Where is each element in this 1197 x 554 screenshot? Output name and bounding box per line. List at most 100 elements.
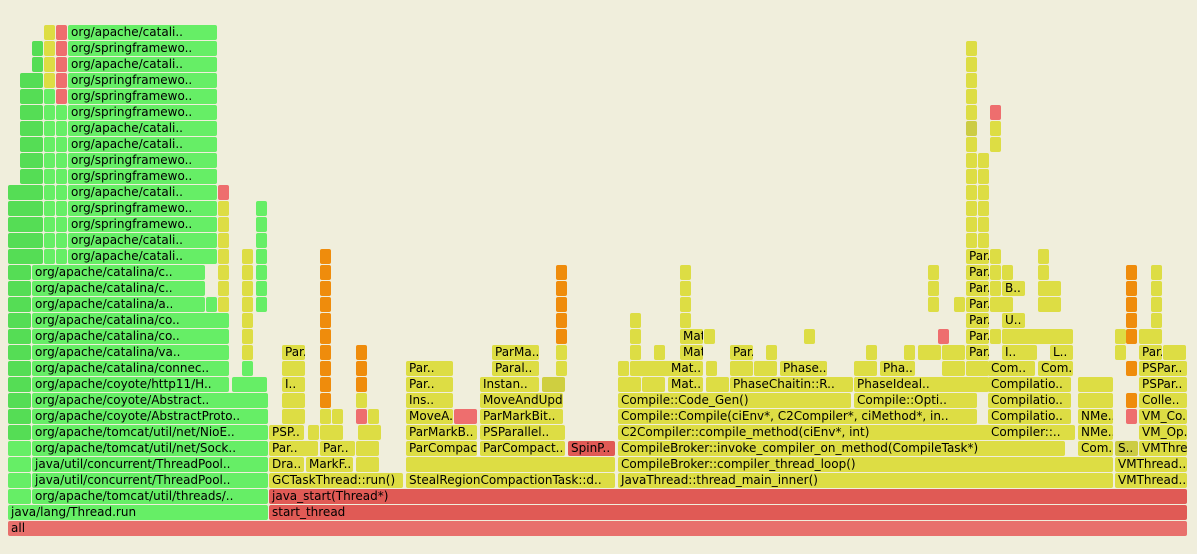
flame-frame[interactable]	[966, 185, 977, 200]
flame-frame[interactable]	[630, 361, 677, 376]
flame-frame[interactable]	[368, 409, 379, 424]
flame-frame[interactable]	[56, 89, 67, 104]
flame-frame[interactable]	[218, 265, 229, 280]
flame-frame[interactable]	[44, 217, 55, 232]
flame-frame[interactable]	[320, 425, 343, 440]
flame-frame[interactable]	[978, 169, 989, 184]
flame-frame[interactable]: C2Compiler::compile_method(ciEnv*, int)	[618, 425, 1075, 440]
flame-frame[interactable]	[242, 329, 253, 344]
flame-frame[interactable]: java_start(Thread*)	[269, 489, 1187, 504]
flame-frame[interactable]	[642, 377, 665, 392]
flame-frame[interactable]: PSParallel..	[480, 425, 565, 440]
flame-frame[interactable]	[282, 393, 305, 408]
flame-frame[interactable]	[320, 345, 331, 360]
flame-frame[interactable]: Mat..	[668, 361, 703, 376]
flame-frame[interactable]	[20, 137, 43, 152]
flame-frame[interactable]	[556, 281, 567, 296]
flame-frame[interactable]	[454, 409, 477, 424]
flame-frame[interactable]	[320, 265, 331, 280]
flame-frame[interactable]	[1126, 409, 1137, 424]
flame-frame[interactable]	[680, 265, 691, 280]
flame-frame[interactable]: Pha..	[880, 361, 915, 376]
flame-frame[interactable]	[680, 281, 691, 296]
flame-frame[interactable]: ParMarkBit..	[480, 409, 563, 424]
flame-frame[interactable]	[556, 345, 567, 360]
flame-frame[interactable]	[56, 105, 67, 120]
flame-frame[interactable]	[654, 345, 665, 360]
flame-frame[interactable]	[630, 313, 641, 328]
flame-frame[interactable]: org/apache/tomcat/util/threads/..	[32, 489, 268, 504]
flame-frame[interactable]: NMe..	[1078, 425, 1113, 440]
flame-frame[interactable]	[8, 361, 31, 376]
flame-frame[interactable]	[630, 329, 641, 344]
flame-frame[interactable]	[8, 457, 31, 472]
flame-frame[interactable]: org/apache/catalina/c..	[32, 265, 205, 280]
flame-frame[interactable]: Compilatio..	[988, 393, 1071, 408]
flame-frame[interactable]: Instan..	[480, 377, 539, 392]
flame-frame[interactable]	[680, 313, 691, 328]
flame-frame[interactable]: Par..	[406, 377, 453, 392]
flame-frame[interactable]	[680, 297, 691, 312]
flame-frame[interactable]	[966, 73, 977, 88]
flame-frame[interactable]	[8, 185, 43, 200]
flame-frame[interactable]	[556, 329, 567, 344]
flame-frame[interactable]	[8, 249, 43, 264]
flame-frame[interactable]: org/springframewo..	[68, 153, 217, 168]
flame-frame[interactable]	[242, 361, 253, 376]
flame-frame[interactable]	[218, 185, 229, 200]
flame-frame[interactable]	[32, 41, 43, 56]
flame-frame[interactable]	[966, 377, 989, 392]
flame-frame[interactable]	[990, 281, 1001, 296]
flame-frame[interactable]	[8, 329, 31, 344]
flame-frame[interactable]: org/springframewo..	[68, 169, 217, 184]
flame-frame[interactable]: Par..	[966, 329, 989, 344]
flame-frame[interactable]	[356, 377, 367, 392]
flame-frame[interactable]: start_thread	[269, 505, 1187, 520]
flame-frame[interactable]	[8, 425, 31, 440]
flame-frame[interactable]	[218, 297, 229, 312]
flame-frame[interactable]	[242, 345, 253, 360]
flame-frame[interactable]: ParCompact..	[406, 441, 477, 456]
flame-frame[interactable]	[556, 361, 567, 376]
flame-frame[interactable]: org/springframewo..	[68, 89, 217, 104]
flame-frame[interactable]	[630, 345, 641, 360]
flame-frame[interactable]	[20, 153, 43, 168]
flame-frame[interactable]: I..	[282, 377, 305, 392]
flame-frame[interactable]	[56, 249, 67, 264]
flame-frame[interactable]	[1126, 361, 1137, 376]
flame-frame[interactable]	[1139, 329, 1162, 344]
flame-frame[interactable]	[942, 361, 965, 376]
flame-frame[interactable]	[618, 377, 641, 392]
flame-frame[interactable]	[730, 361, 753, 376]
flame-frame[interactable]: org/apache/catali..	[68, 185, 217, 200]
flame-frame[interactable]	[990, 329, 1001, 344]
flame-frame[interactable]: Com...	[1078, 441, 1113, 456]
flame-frame[interactable]	[406, 457, 615, 472]
flame-frame[interactable]	[8, 409, 31, 424]
flame-frame[interactable]	[44, 201, 55, 216]
flame-frame[interactable]	[1151, 313, 1162, 328]
flame-frame[interactable]: java/util/concurrent/ThreadPool..	[32, 457, 268, 472]
flame-frame[interactable]: CompileBroker::invoke_compiler_on_method…	[618, 441, 1065, 456]
flame-frame[interactable]	[44, 89, 55, 104]
flame-frame[interactable]: StealRegionCompactionTask::d..	[406, 473, 615, 488]
flame-frame[interactable]: B..	[1002, 281, 1025, 296]
flame-frame[interactable]	[854, 361, 877, 376]
flame-frame[interactable]	[44, 137, 55, 152]
flame-frame[interactable]	[44, 185, 55, 200]
flame-frame[interactable]: java/util/concurrent/ThreadPool..	[32, 473, 268, 488]
flame-frame[interactable]	[44, 121, 55, 136]
flame-frame[interactable]: MarkF..	[306, 457, 353, 472]
flame-frame[interactable]	[1038, 281, 1061, 296]
flame-frame[interactable]: org/apache/catalina/co..	[32, 313, 229, 328]
flame-frame[interactable]	[1151, 281, 1162, 296]
flame-frame[interactable]	[206, 297, 217, 312]
flame-frame[interactable]: Colle..	[1139, 393, 1187, 408]
flame-frame[interactable]	[966, 169, 977, 184]
flame-frame[interactable]	[966, 89, 977, 104]
flame-frame[interactable]: ParCompact..	[480, 441, 565, 456]
flame-frame[interactable]: org/apache/catalina/co..	[32, 329, 229, 344]
flame-frame[interactable]: Par..	[966, 345, 989, 360]
flame-frame[interactable]	[356, 393, 367, 408]
flame-frame[interactable]	[556, 265, 567, 280]
